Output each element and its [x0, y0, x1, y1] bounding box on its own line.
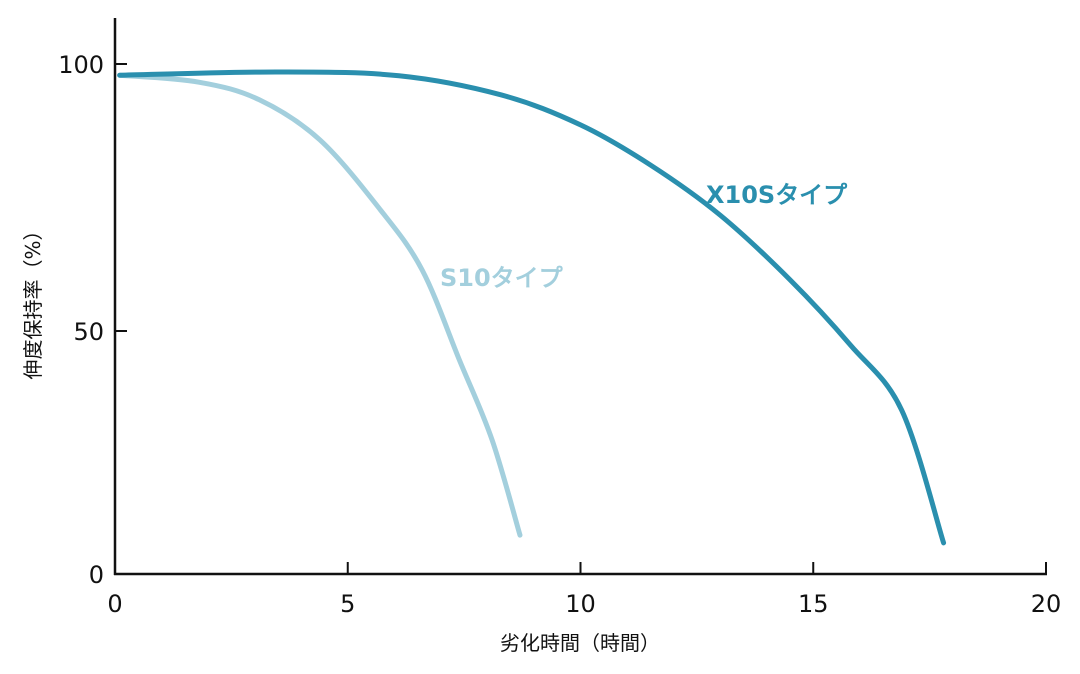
y-tick-label: 100 — [58, 51, 104, 79]
series-line-s10 — [117, 72, 523, 538]
series-label-s10: S10タイプ — [440, 264, 564, 292]
x-axis-label: 劣化時間（時間） — [500, 631, 660, 655]
y-tick-label: 0 — [89, 561, 104, 589]
x-tick-label: 20 — [1031, 590, 1062, 618]
x-tick-label: 15 — [798, 590, 829, 618]
x-tick-label: 5 — [340, 590, 355, 618]
y-tick-label: 50 — [73, 318, 104, 346]
x-tick-label: 0 — [107, 590, 122, 618]
y-axis-label: 伸度保持率（%） — [21, 220, 45, 379]
series-label-x10s: X10Sタイプ — [706, 181, 848, 209]
series-line-x10s — [117, 69, 947, 546]
x-tick-label: 10 — [565, 590, 596, 618]
